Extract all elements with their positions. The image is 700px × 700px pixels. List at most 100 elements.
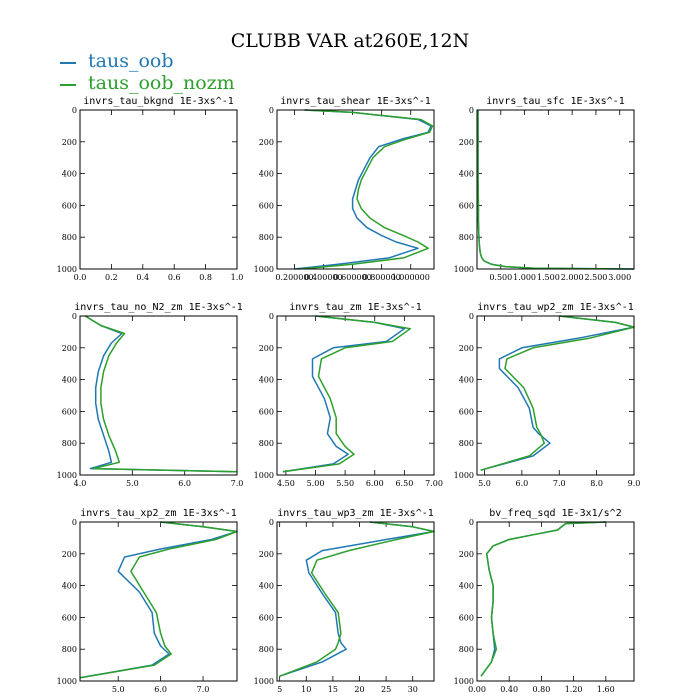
series-line [279, 521, 435, 677]
plot-frame [476, 109, 635, 270]
chart-panel: invrs_tau_bkgnd 1E-3xs^-1 0 200 400 600 800 10… [57, 96, 244, 282]
chart-panel: invrs_tau_shear 1E-3xs^-1 0 200 400 600 800 10… [254, 96, 435, 282]
page-title: CLUBB VAR at260E,12N [230, 30, 470, 52]
x-tick-label: 1.20 [565, 685, 583, 694]
x-tick-label: 4.0 [74, 479, 87, 488]
y-tick-label: 400 [259, 376, 274, 385]
series-line [84, 315, 238, 473]
x-tick-label: 1.000 [513, 273, 536, 282]
x-tick-label: 5.0 [112, 685, 125, 694]
y-tick-label: 200 [459, 344, 474, 353]
plot-frame [276, 521, 435, 682]
chart-panel: invrs_tau_wp3_zm 1E-3xs^-10 200 400 600 800 1… [254, 508, 435, 694]
chart-panel: invrs_tau_no_N2_zm 1E-3xs^-10 200 400 600 80… [57, 302, 244, 488]
chart-title: invrs_tau_no_N2_zm 1E-3xs^-1 [74, 302, 243, 313]
x-tick-label: 6.0 [515, 479, 528, 488]
y-tick-label: 800 [459, 439, 474, 448]
x-tick-label: 9.0 [628, 479, 641, 488]
y-tick-label: 600 [459, 613, 474, 622]
x-tick-label: 5.50 [336, 479, 354, 488]
x-tick-label: 1.000000 [392, 273, 430, 282]
legend-swatch [60, 62, 76, 64]
plot-frame [476, 521, 635, 682]
series-line [282, 315, 412, 473]
y-tick-label: 1000 [254, 265, 274, 274]
x-tick-label: 7.0 [197, 685, 210, 694]
y-tick-label: 600 [259, 201, 274, 210]
x-tick-label: 25 [381, 685, 391, 694]
y-tick-label: 200 [62, 138, 77, 147]
x-tick-label: 0.400000 [304, 273, 342, 282]
y-tick-label: 400 [62, 582, 77, 591]
y-tick-label: 800 [62, 645, 77, 654]
y-tick-label: 400 [259, 582, 274, 591]
chart-panel: invrs_tau_wp2_zm 1E-3xs^-10 200 400 600 800 1… [454, 302, 641, 488]
series-line [84, 315, 238, 473]
chart-title: invrs_tau_xp2_zm 1E-3xs^-1 [80, 508, 237, 519]
x-tick-label: 2.500 [584, 273, 607, 282]
y-tick-label: 1000 [254, 471, 274, 480]
series-line [480, 521, 606, 677]
y-tick-label: 800 [62, 439, 77, 448]
y-tick-label: 200 [62, 550, 77, 559]
series-line [480, 315, 635, 471]
y-tick-label: 1000 [57, 471, 77, 480]
y-tick-label: 200 [259, 344, 274, 353]
x-tick-label: 8.0 [590, 479, 603, 488]
y-tick-label: 800 [459, 645, 474, 654]
x-tick-label: 0.80 [533, 685, 551, 694]
x-tick-label: 0.800000 [363, 273, 401, 282]
x-tick-label: 0.0 [74, 273, 87, 282]
y-tick-label: 400 [459, 170, 474, 179]
x-tick-label: 7.0 [231, 479, 244, 488]
y-tick-label: 600 [459, 407, 474, 416]
y-tick-label: 600 [62, 613, 77, 622]
x-tick-label: 6.0 [178, 479, 191, 488]
y-tick-label: 0 [72, 312, 77, 321]
x-tick-label: 0.600000 [334, 273, 372, 282]
y-tick-label: 400 [459, 376, 474, 385]
x-tick-label: 10 [301, 685, 311, 694]
y-tick-label: 400 [62, 170, 77, 179]
y-tick-label: 800 [259, 645, 274, 654]
x-tick-label: 4.50 [277, 479, 295, 488]
x-tick-label: 2.000 [561, 273, 584, 282]
y-tick-label: 800 [259, 233, 274, 242]
series-line [294, 109, 432, 270]
y-tick-label: 0 [269, 106, 274, 115]
y-tick-label: 0 [469, 518, 474, 527]
legend-label: taus_oob_nozm [88, 72, 235, 94]
x-tick-label: 1.0 [231, 273, 244, 282]
x-tick-label: 6.0 [154, 685, 167, 694]
x-tick-label: 5.0 [478, 479, 491, 488]
series-line [480, 521, 606, 677]
x-tick-label: 6.00 [366, 479, 384, 488]
chart-panel: invrs_tau_sfc 1E-3xs^-1 0 200 400 600 800 1000… [454, 96, 635, 282]
y-tick-label: 200 [459, 550, 474, 559]
plot-frame [476, 315, 635, 476]
chart-panel: bv_freq_sqd 1E-3x1/s^2020040060080010000… [454, 508, 635, 694]
x-tick-label: 5 [277, 685, 282, 694]
y-tick-label: 600 [259, 613, 274, 622]
y-tick-label: 1000 [454, 265, 474, 274]
y-tick-label: 600 [62, 407, 77, 416]
x-tick-label: 5.0 [126, 479, 139, 488]
x-tick-label: 3.000 [608, 273, 631, 282]
series-line [79, 521, 238, 679]
x-tick-label: 0.8 [199, 273, 212, 282]
plot-frame [79, 315, 238, 476]
y-tick-label: 0 [72, 106, 77, 115]
chart-panel: invrs_tau_xp2_zm 1E-3xs^-10 200 400 600 800 1… [57, 508, 238, 694]
y-tick-label: 200 [62, 344, 77, 353]
chart-title: invrs_tau_zm 1E-3xs^-1 [289, 302, 421, 313]
x-tick-label: 1.500 [537, 273, 560, 282]
y-tick-label: 800 [62, 233, 77, 242]
x-tick-label: 20 [354, 685, 364, 694]
series-line [480, 315, 635, 471]
x-tick-label: 15 [328, 685, 338, 694]
y-tick-label: 1000 [454, 677, 474, 686]
chart-title: invrs_tau_sfc 1E-3xs^-1 [486, 96, 624, 107]
y-tick-label: 400 [259, 170, 274, 179]
series-line [477, 110, 635, 270]
